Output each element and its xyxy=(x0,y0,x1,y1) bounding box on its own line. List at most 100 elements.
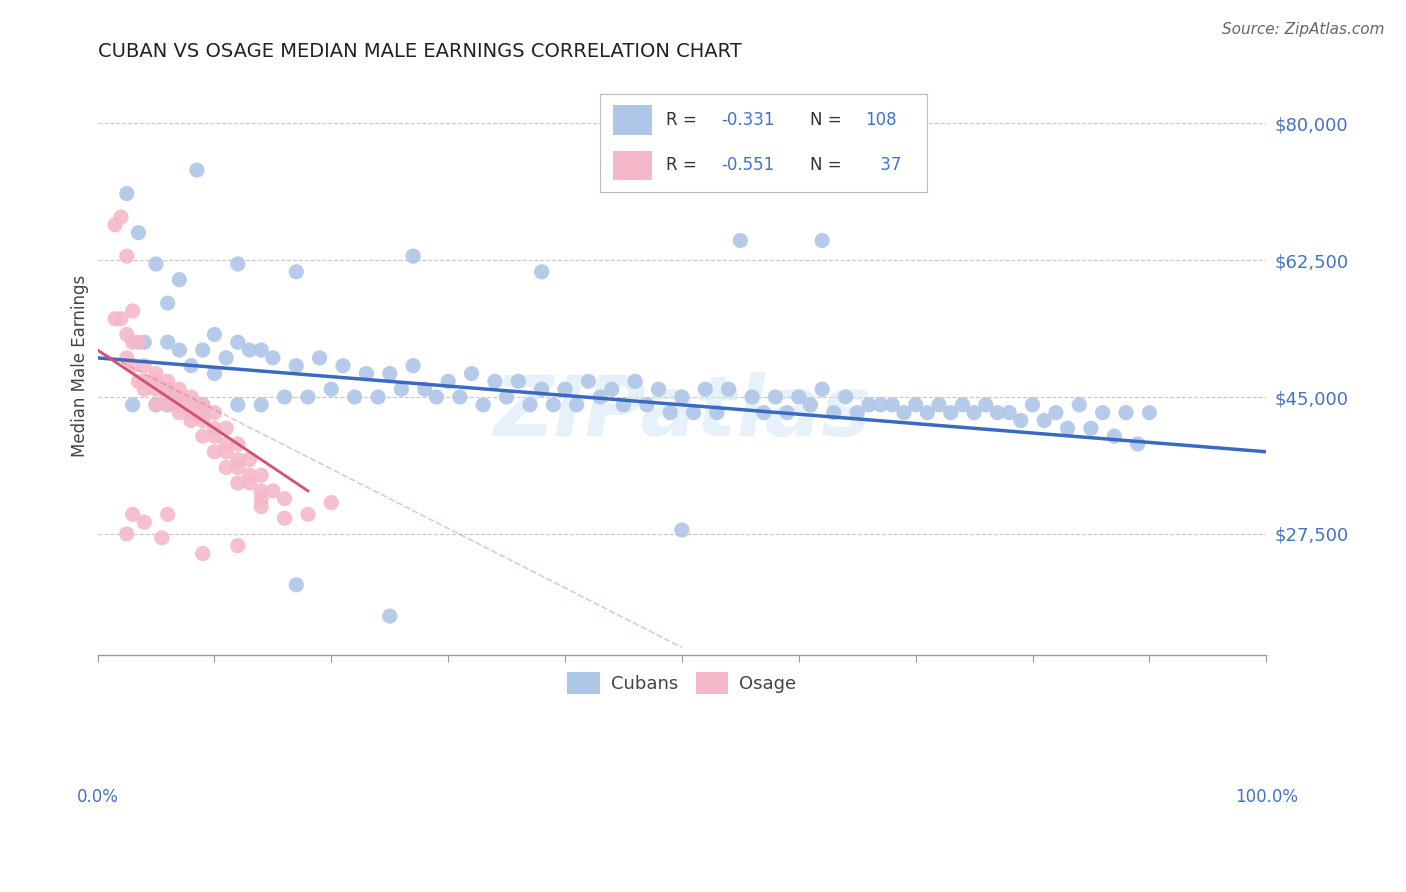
Point xyxy=(204,429,226,443)
Point xyxy=(332,359,354,373)
Point xyxy=(110,311,132,326)
Point xyxy=(402,359,425,373)
Point xyxy=(367,390,389,404)
Point xyxy=(121,508,143,522)
Point xyxy=(1126,437,1149,451)
Point xyxy=(215,351,238,365)
Point xyxy=(297,390,319,404)
Point xyxy=(156,398,179,412)
Point xyxy=(110,210,132,224)
Point xyxy=(169,382,191,396)
Point xyxy=(974,398,997,412)
Point xyxy=(565,398,588,412)
Point xyxy=(706,406,728,420)
Point xyxy=(238,468,260,483)
Point xyxy=(226,539,249,553)
Point xyxy=(950,398,973,412)
Point xyxy=(356,367,378,381)
Point xyxy=(262,483,284,498)
Point xyxy=(169,343,191,357)
Point xyxy=(115,249,138,263)
Point xyxy=(508,375,530,389)
Point xyxy=(226,257,249,271)
Point xyxy=(495,390,517,404)
Point xyxy=(904,398,927,412)
Point xyxy=(204,444,226,458)
Point xyxy=(104,218,127,232)
Point xyxy=(752,406,775,420)
Point xyxy=(215,460,238,475)
Point xyxy=(858,398,880,412)
Point xyxy=(145,398,167,412)
Point xyxy=(823,406,845,420)
Point xyxy=(285,578,308,592)
Point xyxy=(121,398,143,412)
Point xyxy=(156,296,179,310)
Point xyxy=(1033,413,1056,427)
Point xyxy=(273,511,295,525)
Point xyxy=(1045,406,1067,420)
Point xyxy=(238,476,260,491)
Point xyxy=(530,265,553,279)
Point xyxy=(191,406,214,420)
Point xyxy=(250,491,273,506)
Point xyxy=(612,398,634,412)
Point xyxy=(226,476,249,491)
Point xyxy=(191,398,214,412)
Point xyxy=(191,343,214,357)
Point xyxy=(321,495,343,509)
Point xyxy=(191,413,214,427)
Point xyxy=(882,398,904,412)
Point xyxy=(215,444,238,458)
Point xyxy=(297,508,319,522)
Point xyxy=(776,406,799,420)
Point xyxy=(917,406,939,420)
Point xyxy=(191,429,214,443)
Point xyxy=(321,382,343,396)
Point xyxy=(600,382,623,396)
Point xyxy=(145,382,167,396)
Point xyxy=(671,523,693,537)
Y-axis label: Median Male Earnings: Median Male Earnings xyxy=(72,275,89,457)
Point xyxy=(963,406,986,420)
Point xyxy=(250,343,273,357)
Point xyxy=(127,375,149,389)
Point xyxy=(180,390,202,404)
Point xyxy=(624,375,647,389)
Point xyxy=(1137,406,1160,420)
Point xyxy=(115,327,138,342)
Point xyxy=(145,257,167,271)
Point xyxy=(250,500,273,514)
Point xyxy=(169,398,191,412)
Point xyxy=(1091,406,1114,420)
Point xyxy=(378,367,401,381)
Text: CUBAN VS OSAGE MEDIAN MALE EARNINGS CORRELATION CHART: CUBAN VS OSAGE MEDIAN MALE EARNINGS CORR… xyxy=(97,42,741,61)
Point xyxy=(134,375,156,389)
Point xyxy=(156,508,179,522)
Point xyxy=(893,406,915,420)
Point xyxy=(145,367,167,381)
Point xyxy=(127,335,149,350)
Point xyxy=(191,398,214,412)
Point xyxy=(180,398,202,412)
Point xyxy=(180,359,202,373)
Point xyxy=(578,375,600,389)
Point xyxy=(811,234,834,248)
Point xyxy=(186,163,208,178)
Point xyxy=(169,406,191,420)
Point xyxy=(191,547,214,561)
Point xyxy=(1010,413,1032,427)
Point xyxy=(449,390,471,404)
Point xyxy=(121,359,143,373)
Point xyxy=(145,398,167,412)
Point xyxy=(250,468,273,483)
Point xyxy=(156,398,179,412)
Point xyxy=(204,367,226,381)
Point xyxy=(156,335,179,350)
Point xyxy=(308,351,330,365)
Text: 0.0%: 0.0% xyxy=(77,788,118,806)
Point xyxy=(1069,398,1091,412)
Point xyxy=(180,413,202,427)
Point xyxy=(226,460,249,475)
Point xyxy=(939,406,962,420)
